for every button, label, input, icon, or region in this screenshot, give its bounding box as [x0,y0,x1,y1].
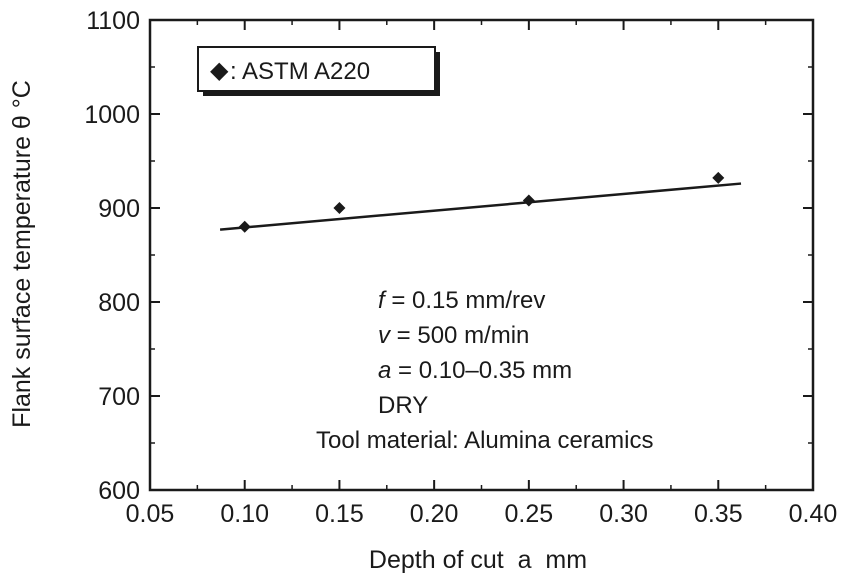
y-axis-title: Flank surface temperature θ °C [8,80,36,428]
condition-value: DRY [378,392,428,419]
data-point [712,171,725,184]
x-tick-label: 0.15 [315,500,364,528]
data-point [522,194,535,207]
legend: ◆ : ASTM A220 [197,46,440,96]
axis-tick-labels: 0.05 0.10 0.15 0.20 0.25 0.30 0.35 0.40 600 700 80… [84,7,837,528]
condition-line: f = 0.15 mm/rev [378,287,545,314]
plot-frame [148,18,815,492]
data-point [238,220,251,233]
condition-variable: f [378,287,387,314]
fit-line [219,182,742,231]
x-tick-label: 0.20 [410,500,459,528]
y-tick-label: 1100 [86,7,140,35]
condition-line: a = 0.10–0.35 mm [378,357,572,384]
data-points [238,171,725,233]
x-tick-label: 0.25 [505,500,554,528]
legend-label: : ASTM A220 [230,58,370,85]
x-tick-label: 0.35 [694,500,743,528]
x-tick-label: 0.30 [599,500,648,528]
condition-value: = 500 m/min [390,322,529,349]
condition-line: Tool material: Alumina ceramics [316,427,653,454]
condition-value: Tool material: Alumina ceramics [316,427,653,454]
y-tick-label: 600 [98,477,140,505]
x-tick-label: 0.40 [789,500,838,528]
condition-line: DRY [378,392,428,419]
legend-box [197,46,436,92]
x-tick-label: 0.10 [220,500,269,528]
condition-variable: a [378,357,391,384]
condition-value: = 0.15 mm/rev [385,287,546,314]
x-axis-title: Depth of cut a mm [369,546,587,574]
y-tick-label: 800 [98,289,140,317]
legend-marker: ◆ [210,57,229,84]
y-tick-label: 900 [98,195,140,223]
y-tick-label: 1000 [84,101,140,129]
conditions-annotation: f = 0.15 mm/rev v = 500 m/min a = 0.10–0.3… [316,287,653,454]
x-tick-label: 0.05 [126,500,175,528]
condition-value: = 0.10–0.35 mm [391,357,572,384]
condition-line: v = 500 m/min [378,322,529,349]
y-tick-label: 700 [98,383,140,411]
data-point [333,202,346,214]
condition-variable: v [378,322,392,349]
